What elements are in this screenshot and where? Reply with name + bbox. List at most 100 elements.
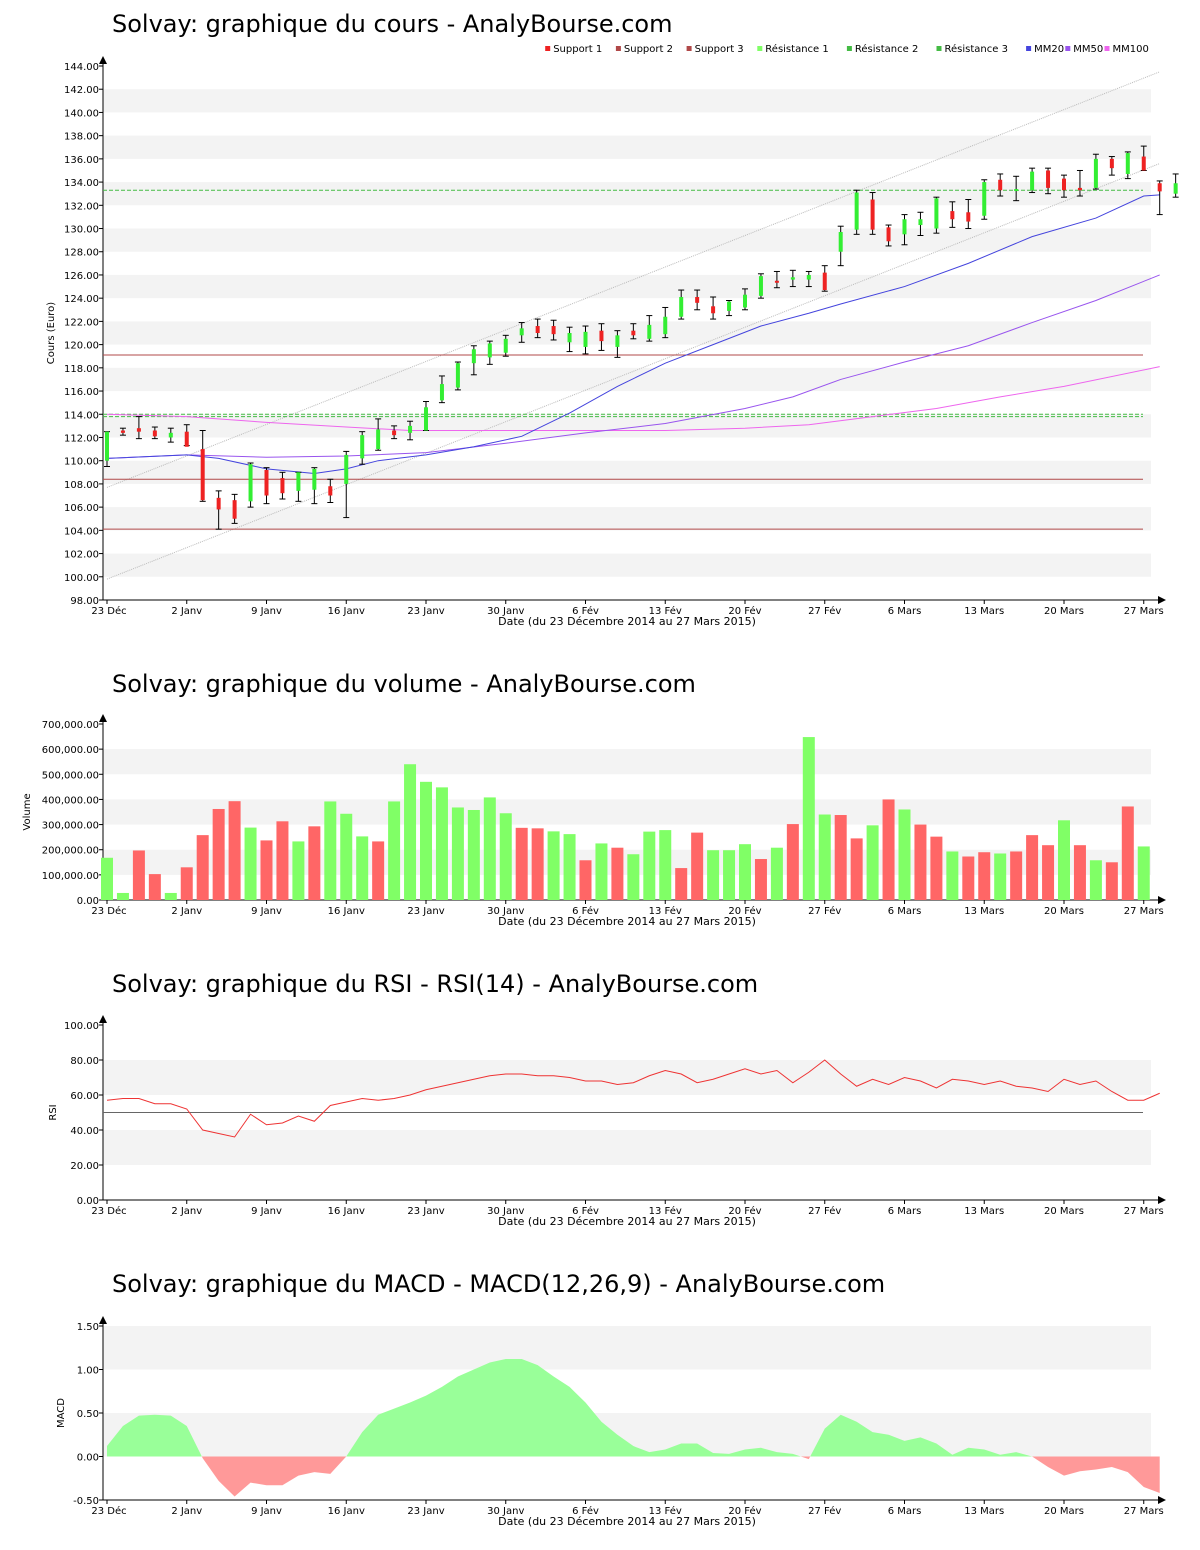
y-tick-label: 140.00	[64, 108, 99, 119]
candle	[279, 471, 286, 500]
x-axis-arrow	[1158, 596, 1166, 604]
channel-upper-line	[106, 71, 1160, 488]
candle	[423, 400, 429, 432]
x-tick-label: 27 Fév	[808, 1505, 841, 1517]
candle-body	[232, 500, 237, 519]
y-tick-label: 122.00	[64, 317, 99, 328]
volume-bar	[739, 844, 751, 900]
rsi-line	[106, 1059, 1160, 1138]
candle-body	[1141, 156, 1146, 171]
x-tick-label: 6 Fév	[572, 1505, 599, 1517]
candle	[247, 462, 254, 508]
volume-bar	[547, 831, 560, 900]
x-tick-label: 23 Janv	[407, 906, 444, 917]
x-tick-label: 23 Déc	[91, 1205, 126, 1217]
candle	[997, 173, 1004, 197]
candle-body	[567, 333, 572, 343]
grid-band	[103, 553, 1151, 577]
volume-bar	[340, 813, 353, 900]
x-tick-label: 30 Janv	[487, 1506, 524, 1517]
candle	[183, 424, 190, 447]
candle-body	[296, 472, 301, 491]
y-tick-label: 120.00	[64, 341, 99, 352]
volume-bar	[611, 847, 624, 900]
candle-body	[328, 486, 333, 496]
y-axis-arrow	[99, 714, 107, 722]
x-tick-label: 23 Déc	[91, 605, 126, 617]
legend-swatch	[936, 46, 942, 51]
x-tick-label: 27 Fév	[808, 605, 841, 617]
y-axis-arrow	[99, 1015, 107, 1023]
volume-bar	[866, 825, 879, 900]
volume-bar	[595, 843, 608, 900]
volume-bar	[834, 815, 847, 900]
candle	[598, 323, 605, 351]
candle	[789, 269, 796, 288]
x-tick-label: 20 Mars	[1044, 906, 1084, 917]
x-tick-label: 9 Janv	[251, 1206, 282, 1217]
mm100-line	[106, 366, 1160, 432]
x-tick-label: 6 Mars	[888, 1506, 922, 1517]
y-axis-arrow	[99, 56, 107, 64]
candle-body	[200, 449, 205, 501]
y-tick-label: 102.00	[64, 550, 99, 561]
y-tick-label: -0.50	[73, 1496, 99, 1507]
x-axis-label: Date (du 23 Décembre 2014 au 27 Mars 201…	[498, 915, 756, 928]
candle	[1108, 156, 1115, 176]
y-tick-label: 112.00	[64, 433, 99, 444]
candle	[104, 431, 110, 467]
volume-bar	[101, 857, 113, 900]
volume-bar	[994, 853, 1007, 900]
y-tick-label: 100.00	[64, 1021, 99, 1032]
y-tick-label: 104.00	[64, 526, 99, 537]
grid-band	[103, 89, 1151, 113]
candle-body	[1157, 183, 1162, 192]
candle-body	[120, 430, 125, 433]
legend-label: Support 1	[553, 44, 602, 55]
x-tick-label: 20 Fév	[728, 605, 761, 617]
y-tick-label: 60.00	[70, 1091, 99, 1102]
x-tick-label: 27 Mars	[1124, 606, 1164, 617]
candle-body	[312, 468, 317, 490]
chart-title: Solvay: graphique du RSI - RSI(14) - Ana…	[112, 970, 759, 998]
candle	[1061, 174, 1067, 198]
legend-swatch	[545, 46, 551, 51]
y-axis-arrow	[99, 1316, 107, 1324]
x-tick-label: 30 Janv	[487, 1206, 524, 1217]
legend-swatch	[615, 46, 621, 51]
volume-bar	[643, 831, 656, 900]
rsi-plot: 0.00 20.00 40.00 60.00 80.00 100.00 23 Déc 2 Ja…	[48, 1015, 1166, 1228]
candle	[630, 323, 637, 340]
y-tick-label: 100,000.00	[42, 871, 99, 882]
candle-body	[774, 280, 779, 283]
candle-body	[854, 192, 859, 230]
x-tick-label: 23 Janv	[407, 606, 444, 617]
candle	[215, 490, 222, 530]
legend-label: Résistance 2	[855, 43, 918, 55]
x-tick-label: 6 Mars	[888, 1206, 922, 1217]
volume-bar	[627, 854, 640, 900]
y-tick-label: 144.00	[64, 62, 99, 73]
volume-bar	[1105, 862, 1118, 900]
grid-band	[103, 228, 1151, 252]
candle	[965, 199, 972, 230]
price-plot: 98.00 100.00 102.00 104.00 106.00 108.00 110.0…	[46, 43, 1179, 628]
candle-body	[982, 182, 987, 216]
candle-body	[918, 219, 923, 226]
x-axis-arrow	[1158, 896, 1166, 904]
candle-body	[184, 431, 189, 447]
x-tick-label: 16 Janv	[328, 1206, 365, 1217]
volume-bar	[356, 836, 369, 900]
volume-bar	[531, 828, 544, 900]
candle-body	[998, 179, 1003, 191]
volume-bar	[914, 824, 927, 900]
volume-bar	[962, 856, 975, 900]
y-tick-label: 132.00	[64, 201, 99, 212]
candle	[662, 306, 669, 339]
candle	[263, 467, 270, 505]
x-tick-label: 20 Fév	[728, 905, 761, 917]
candle-body	[360, 435, 365, 459]
grid-band	[103, 135, 1151, 159]
candle	[646, 315, 653, 342]
candle	[518, 322, 525, 343]
